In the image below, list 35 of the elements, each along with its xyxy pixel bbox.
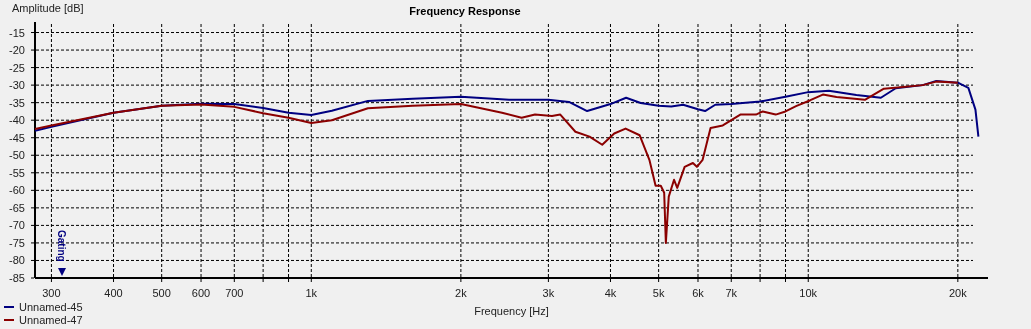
annotation: Gating <box>56 230 67 262</box>
y-tick-label: -15 <box>9 26 25 39</box>
y-tick-label: -60 <box>9 184 25 197</box>
y-tick-label: -35 <box>9 96 25 109</box>
x-tick-label: 20k <box>948 287 968 299</box>
legend-label: Unnamed-47 <box>19 314 83 326</box>
y-tick-label: -45 <box>9 131 25 144</box>
y-tick-label: -75 <box>9 236 25 249</box>
y-tick-label: -70 <box>9 219 25 232</box>
y-tick-label: -65 <box>9 201 25 214</box>
x-tick-label: 10k <box>799 287 818 299</box>
legend-label: Unnamed-45 <box>19 301 83 313</box>
x-tick-label: 300 <box>42 287 61 299</box>
y-tick-label: -20 <box>9 44 25 57</box>
x-tick-label: 7k <box>725 287 738 299</box>
x-tick-label: 4k <box>604 287 617 299</box>
y-tick-label: -50 <box>9 149 25 162</box>
x-tick-label: 700 <box>225 287 244 299</box>
x-axis-title: Frequency [Hz] <box>474 305 549 317</box>
chart-title: Frequency Response <box>409 5 521 17</box>
y-axis-title: Amplitude [dB] <box>12 2 84 14</box>
x-tick-label: 1k <box>305 287 318 299</box>
y-tick-label: -40 <box>9 114 25 127</box>
y-tick-label: -85 <box>9 272 25 284</box>
x-tick-label: 6k <box>692 287 705 299</box>
x-tick-label: 500 <box>152 287 171 299</box>
x-tick-label: 2k <box>455 287 468 299</box>
x-tick-label: 3k <box>542 287 555 299</box>
x-tick-label: 400 <box>104 287 123 299</box>
y-tick-label: -80 <box>9 254 25 267</box>
y-tick-label: -55 <box>9 166 25 179</box>
y-tick-label: -30 <box>9 79 25 92</box>
x-tick-label: 600 <box>191 287 211 299</box>
y-tick-label: -25 <box>9 61 25 74</box>
x-tick-label: 5k <box>652 287 665 299</box>
